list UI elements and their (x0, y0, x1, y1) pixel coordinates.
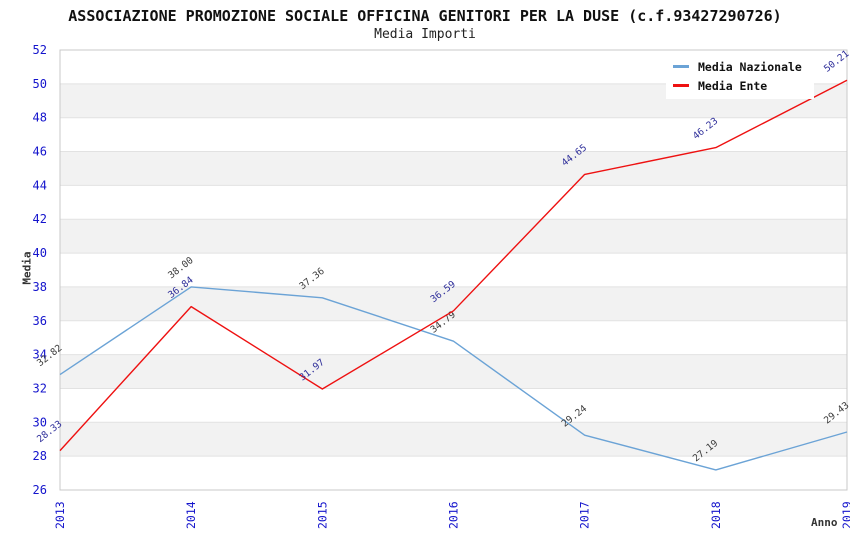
data-label: 50.21 (822, 48, 850, 74)
legend-swatch-media-nazionale (673, 65, 689, 68)
y-tick-label: 48 (33, 111, 47, 125)
x-tick-label: 2013 (53, 501, 67, 529)
chart-line-media-ente (59, 79, 848, 452)
y-tick-label: 40 (33, 246, 47, 260)
plot-border (59, 49, 848, 491)
legend-label: Media Ente (698, 78, 768, 93)
grid-band (60, 151, 847, 186)
y-tick-label: 28 (33, 449, 47, 463)
y-tick-label: 32 (33, 381, 47, 395)
x-tick-label: 2019 (840, 501, 850, 529)
grid-band (60, 422, 847, 457)
data-label: 46.23 (691, 116, 720, 142)
y-tick-label: 42 (33, 212, 47, 226)
legend-swatch-media-ente (673, 84, 689, 87)
y-tick-label: 34 (33, 348, 47, 362)
x-tick-label: 2014 (184, 501, 198, 529)
y-tick-label: 26 (33, 483, 47, 497)
chart-subtitle: Media Importi (374, 27, 476, 42)
x-tick-label: 2017 (578, 501, 592, 529)
x-axis-title: Anno (811, 516, 838, 529)
y-tick-label: 30 (33, 415, 47, 429)
y-tick-label: 36 (33, 314, 47, 328)
grid-band (60, 286, 847, 321)
grid-band (60, 354, 847, 389)
chart-line-media-nazionale (59, 286, 848, 471)
y-tick-label: 50 (33, 77, 47, 91)
x-tick-label: 2016 (447, 501, 461, 529)
data-label: 38.00 (166, 255, 196, 281)
legend-item-media-nazionale: Media Nazionale (666, 60, 814, 74)
x-tick-label: 2015 (315, 501, 329, 529)
legend: Media Nazionale Media Ente (666, 53, 814, 99)
y-tick-label: 44 (33, 178, 47, 192)
y-tick-label: 46 (33, 145, 47, 159)
legend-item-media-ente: Media Ente (666, 79, 814, 93)
y-tick-label: 52 (33, 43, 47, 57)
x-tick-label: 2018 (709, 501, 723, 529)
y-tick-label: 38 (33, 280, 47, 294)
grid-band (60, 219, 847, 254)
chart-title: ASSOCIAZIONE PROMOZIONE SOCIALE OFFICINA… (68, 7, 782, 25)
legend-label: Media Nazionale (698, 59, 802, 74)
